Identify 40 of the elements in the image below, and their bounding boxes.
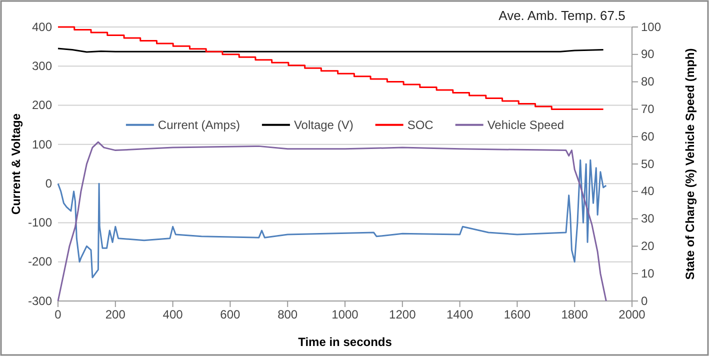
y-tick-label: 100: [32, 137, 52, 152]
line-series: [57, 141, 607, 302]
x-axis-title: Time in seconds: [298, 335, 392, 349]
y-tick-label: 300: [32, 58, 52, 73]
x-tick-label: 1200: [389, 308, 416, 322]
y2-tick-label: 30: [641, 212, 655, 226]
legend-label: Vehicle Speed: [487, 118, 564, 132]
y-tick-label: -200: [28, 254, 52, 269]
x-tick-label: 1000: [332, 308, 359, 322]
y2-tick-label: 70: [641, 102, 655, 116]
x-tick-label: 2000: [618, 308, 646, 322]
y2-tick-label: 0: [641, 294, 648, 308]
x-tick-label: 200: [105, 308, 126, 322]
legend-label: Current (Amps): [158, 118, 240, 132]
y-tick-label: -100: [28, 216, 52, 230]
x-tick-label: 600: [220, 308, 241, 322]
y2-axis-title: State of Charge (%) Vehicle Speed (mph): [683, 48, 697, 280]
y2-tick-label: 10: [641, 266, 655, 280]
y-tick-label: 400: [32, 20, 52, 34]
legend-label: SOC: [407, 118, 434, 132]
y2-tick-label: 20: [641, 239, 655, 254]
x-tick-label: 0: [54, 308, 62, 322]
x-tick-label: 800: [278, 308, 298, 322]
x-tick-label: 1800: [561, 308, 588, 322]
y-tick-label: 0: [45, 176, 52, 190]
line-series: [57, 159, 607, 278]
y2-tick-label: 100: [641, 20, 662, 34]
x-tick-label: 1400: [446, 308, 474, 322]
y2-tick-label: 80: [641, 74, 655, 89]
y2-tick-label: 50: [641, 156, 655, 171]
y-axis-title: Current & Voltage: [9, 113, 23, 215]
y-tick-label: 200: [32, 98, 52, 112]
text: Ave. Amb. Temp. 67.5: [498, 8, 626, 23]
x-tick-label: 1600: [504, 308, 531, 322]
y2-tick-label: 90: [641, 47, 655, 62]
y2-tick-label: 40: [641, 184, 655, 198]
y2-tick-label: 60: [641, 129, 655, 144]
y-tick-label: -300: [28, 294, 52, 308]
legend-label: Voltage (V): [294, 118, 354, 132]
x-tick-label: 400: [162, 308, 184, 322]
